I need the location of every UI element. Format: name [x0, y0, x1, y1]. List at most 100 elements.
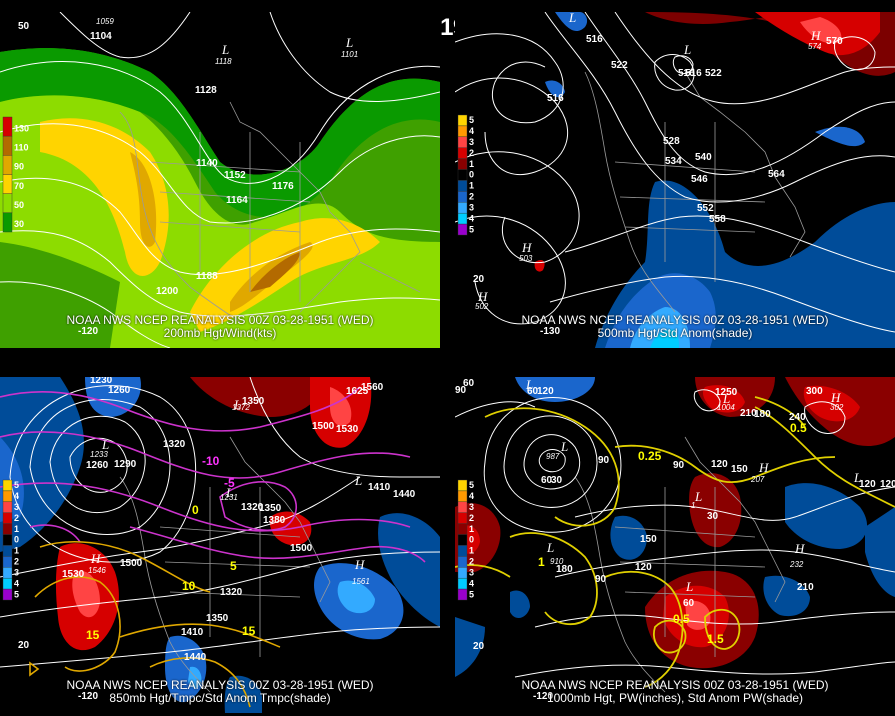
svg-text:-10: -10	[202, 454, 220, 468]
colorbar-label: 2	[14, 513, 19, 523]
colorbar-label: 5	[469, 480, 474, 490]
colorbar-label: 5	[469, 115, 474, 125]
colorbar-label: 0	[14, 535, 19, 545]
colorbar-swatch	[2, 155, 13, 175]
colorbar-label: 3	[469, 202, 474, 212]
panel-500mb-footer-line1: NOAA NWS NCEP REANALYSIS 00Z 03-28-1951 …	[521, 313, 829, 327]
svg-text:570: 570	[826, 36, 843, 47]
svg-text:516: 516	[685, 68, 702, 79]
svg-text:1059: 1059	[96, 17, 114, 26]
svg-text:180: 180	[754, 409, 771, 420]
colorbar-label: 1	[14, 546, 19, 556]
svg-text:910: 910	[550, 557, 564, 566]
colorbar-label: 5	[14, 480, 19, 490]
svg-text:574: 574	[808, 42, 822, 51]
svg-text:1250: 1250	[715, 387, 738, 398]
svg-text:1231: 1231	[220, 493, 238, 502]
svg-text:1440: 1440	[184, 652, 207, 663]
svg-text:1188: 1188	[196, 271, 218, 282]
svg-text:L: L	[221, 42, 229, 57]
svg-text:1350: 1350	[259, 503, 282, 514]
svg-text:H: H	[810, 28, 821, 43]
colorbar-label: 50	[14, 200, 24, 210]
colorbar-label: 3	[469, 137, 474, 147]
svg-text:60: 60	[683, 598, 695, 609]
colorbar-label: 5	[14, 589, 19, 599]
svg-text:L: L	[525, 377, 533, 392]
svg-text:L: L	[722, 391, 730, 406]
svg-text:90: 90	[455, 385, 467, 396]
map-200mb: 130 110 90 70 50 30 1059 1104 L 1118 L 1101 1…	[0, 12, 440, 348]
svg-text:1500: 1500	[312, 421, 335, 432]
panel-500mb-footer-line2: 500mb Hgt/Std Anom(shade)	[597, 326, 753, 340]
svg-text:H: H	[830, 390, 841, 405]
colorbar-label: 4	[14, 491, 19, 501]
svg-text:302: 302	[830, 403, 844, 412]
svg-text:-120: -120	[78, 691, 98, 702]
colorbar-label: 5	[469, 589, 474, 599]
svg-text:0: 0	[192, 503, 199, 517]
svg-text:1320: 1320	[241, 502, 264, 513]
svg-text:1530: 1530	[336, 424, 359, 435]
colorbar-swatch	[2, 534, 13, 546]
colorbar-swatch	[2, 193, 13, 214]
svg-text:L: L	[225, 485, 233, 500]
colorbar-label: 90	[14, 162, 24, 172]
svg-text:1380: 1380	[263, 515, 286, 526]
svg-text:1152: 1152	[224, 170, 246, 181]
svg-text:L: L	[345, 35, 353, 50]
svg-text:534: 534	[665, 156, 682, 167]
colorbar-label: 130	[14, 123, 29, 133]
svg-text:564: 564	[768, 169, 785, 180]
colorbar-swatch	[2, 567, 13, 579]
colorbar-swatch	[457, 512, 468, 524]
svg-text:-120: -120	[78, 326, 98, 337]
svg-text:-120: -120	[533, 691, 553, 702]
colorbar-label: 4	[469, 213, 474, 223]
svg-text:300: 300	[806, 386, 823, 397]
colorbar-swatch	[2, 116, 13, 137]
colorbar-swatch	[457, 147, 468, 159]
svg-text:H: H	[521, 240, 532, 255]
svg-text:1260: 1260	[108, 385, 131, 396]
panel-1000mb-footer-line1: NOAA NWS NCEP REANALYSIS 00Z 03-28-1951 …	[521, 678, 829, 692]
svg-text:1440: 1440	[393, 489, 416, 500]
svg-text:60: 60	[527, 386, 539, 397]
colorbar-swatch	[2, 501, 13, 513]
colorbar-swatch	[457, 114, 468, 127]
svg-text:1260: 1260	[86, 460, 109, 471]
svg-text:240: 240	[789, 412, 806, 423]
colorbar-label: 4	[14, 578, 19, 588]
colorbar-swatch	[2, 556, 13, 568]
svg-text:1164: 1164	[226, 195, 248, 206]
colorbar-swatch	[457, 490, 468, 503]
svg-text:15: 15	[242, 624, 256, 638]
svg-text:H: H	[90, 551, 101, 566]
colorbar-label: 2	[469, 148, 474, 158]
colorbar-swatch	[457, 191, 468, 203]
svg-text:1350: 1350	[206, 613, 229, 624]
colorbar-label: 3	[14, 567, 19, 577]
colorbar-label: 4	[469, 126, 474, 136]
colorbar-swatch	[2, 588, 13, 601]
svg-text:1410: 1410	[368, 482, 391, 493]
svg-text:90: 90	[595, 574, 607, 585]
colorbar-swatch	[457, 545, 468, 557]
svg-text:180: 180	[556, 564, 573, 575]
svg-text:1290: 1290	[114, 459, 137, 470]
colorbar-label: 1	[469, 524, 474, 534]
svg-text:528: 528	[663, 136, 680, 147]
colorbar-swatch	[457, 169, 468, 181]
svg-text:0.5: 0.5	[673, 612, 690, 626]
colorbar-swatch	[457, 567, 468, 579]
svg-text:L: L	[101, 437, 109, 452]
svg-text:1410: 1410	[181, 627, 204, 638]
colorbar-label: 110	[14, 143, 29, 153]
svg-text:H: H	[477, 289, 488, 304]
colorbar-swatch	[457, 158, 468, 170]
colorbar-swatch	[457, 523, 468, 535]
svg-text:0.5: 0.5	[790, 421, 807, 435]
svg-text:120: 120	[635, 562, 652, 573]
